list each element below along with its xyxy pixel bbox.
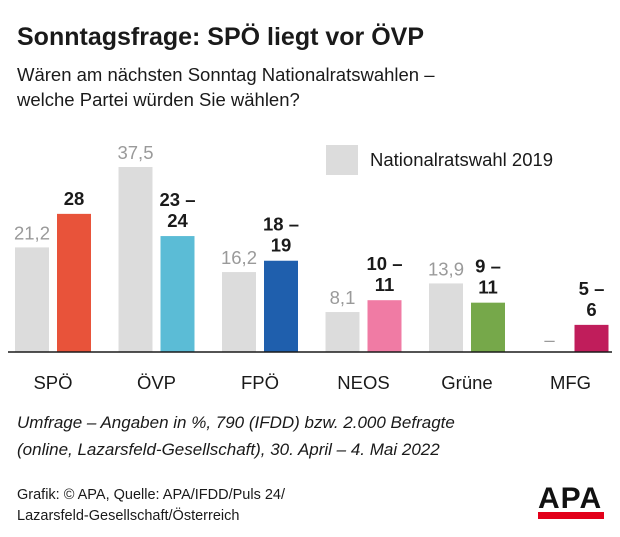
bar-poll-neos [367,300,402,352]
bar-2019-sp [15,247,49,352]
bar-poll-sp [57,213,91,352]
chart-subtitle-line-1: Wären am nächsten Sonntag Nationalratswa… [17,64,435,85]
value-label-2019-grne: 13,9 [428,258,464,279]
value-label-poll-neos-line-1: 10 – [366,253,402,274]
legend-label: Nationalratswahl 2019 [370,149,553,170]
value-label-2019-mfg: – [544,329,555,350]
category-label-grne: Grüne [441,372,492,393]
value-label-poll-sp: 28 [64,188,85,209]
legend-swatch [326,145,358,175]
value-label-poll-mfg-line-1: 5 – [579,278,605,299]
bar-poll-mfg [574,324,609,352]
category-label-vp: ÖVP [137,372,176,393]
bar-poll-fp [264,260,298,352]
bar-2019-grne [429,283,463,352]
value-label-poll-grne-line-1: 9 – [475,256,501,277]
chart-subtitle-line-2: welche Partei würden Sie wählen? [16,89,300,110]
value-label-poll-vp-line-1: 23 – [159,189,195,210]
bar-2019-vp [118,167,153,352]
category-label-sp: SPÖ [33,372,72,393]
category-label-fp: FPÖ [241,372,279,393]
value-label-poll-fp-line-1: 18 – [263,214,299,235]
value-label-2019-sp: 21,2 [14,222,50,243]
apa-logo: APA [538,482,604,519]
source-line-1: Grafik: © APA, Quelle: APA/IFDD/Puls 24/ [17,487,286,503]
logo-text: APA [538,482,602,515]
bar-2019-neos [325,312,360,352]
value-label-2019-neos: 8,1 [330,287,356,308]
note-line-2: (online, Lazarsfeld-Gesellschaft), 30. A… [17,440,440,459]
value-label-poll-mfg-line-2: 6 [586,299,596,320]
value-label-2019-vp: 37,5 [117,142,153,163]
value-label-poll-grne-line-2: 11 [478,277,498,298]
value-label-poll-neos-line-2: 11 [375,274,395,295]
bar-2019-fp [222,272,256,352]
bar-poll-vp [160,236,195,352]
value-label-poll-fp-line-2: 19 [271,235,292,256]
note-line-1: Umfrage – Angaben in %, 790 (IFDD) bzw. … [17,413,455,432]
category-label-neos: NEOS [337,372,389,393]
legend: Nationalratswahl 2019 [326,145,553,175]
value-label-poll-vp-line-2: 24 [167,210,188,231]
bar-plot-area: 21,2 28 SPÖ 37,5 23 –24 ÖVP 16,2 18 –19 FPÖ 8,1 10… [14,142,609,393]
logo-accent-bar [538,512,604,519]
value-label-2019-fp: 16,2 [221,247,257,268]
bar-poll-grne [471,302,505,352]
source-line-2: Lazarsfeld-Gesellschaft/Österreich [17,506,239,524]
chart-title: Sonntagsfrage: SPÖ liegt vor ÖVP [17,22,424,51]
category-label-mfg: MFG [550,372,591,393]
